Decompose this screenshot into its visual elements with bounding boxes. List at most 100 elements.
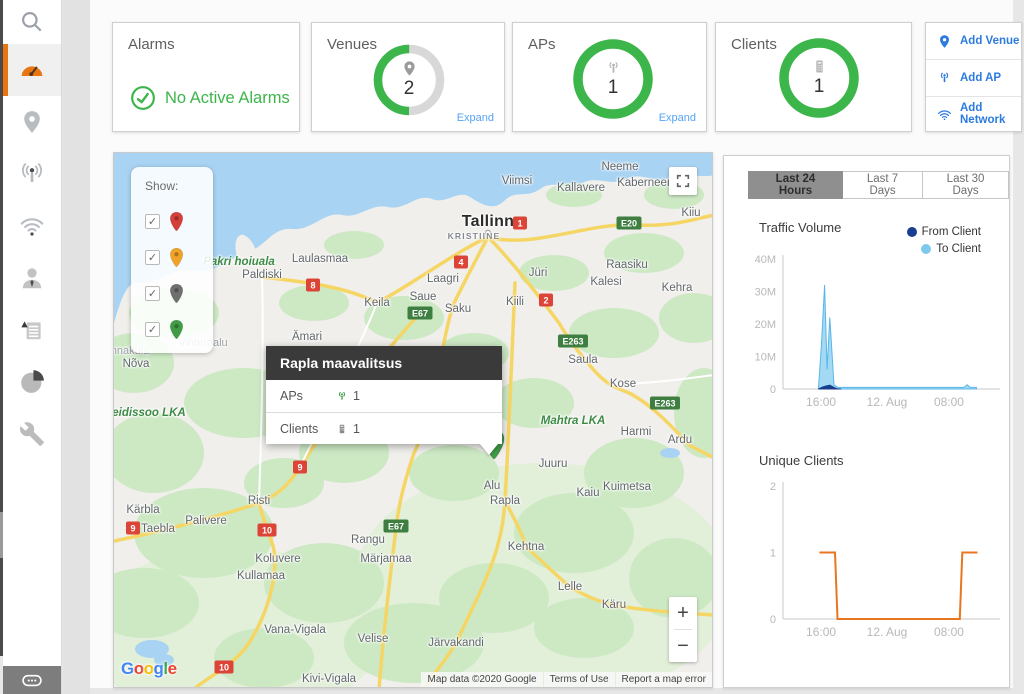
aps-expand-link[interactable]: Expand	[658, 112, 696, 124]
map-show-legend: Show: ✓ ✓ ✓ ✓	[131, 167, 213, 353]
pin-icon	[169, 211, 184, 231]
wifi-icon	[20, 218, 44, 236]
location-pin-icon	[24, 111, 40, 133]
map-zoom-out-button[interactable]: −	[677, 634, 689, 657]
venue-tooltip-clients-row: Clients 1	[266, 412, 502, 444]
pin-filter-checkbox[interactable]: ✓	[145, 213, 160, 229]
alarm-critical-pin	[169, 211, 184, 232]
client-person-icon	[22, 268, 42, 289]
sidebar-item-access-points[interactable]	[3, 148, 61, 200]
from-client-label: From Client	[921, 225, 981, 238]
pin-icon	[169, 283, 184, 303]
svg-text:08:00: 08:00	[934, 625, 964, 639]
clients-card: Clients 1	[715, 22, 912, 132]
to-client-dot	[921, 243, 932, 254]
add-ap-label: Add AP	[960, 71, 1002, 84]
unique-clients-title: Unique Clients	[759, 453, 844, 468]
ap-antenna-icon	[608, 62, 618, 73]
fullscreen-icon	[676, 174, 690, 188]
venue-tooltip-pointer	[480, 444, 498, 455]
sidebar-item-administration[interactable]	[3, 408, 61, 460]
svg-text:40M: 40M	[755, 254, 776, 266]
pin-filter-checkbox[interactable]: ✓	[145, 285, 160, 301]
sidebar-item-networks[interactable]	[3, 200, 61, 252]
tab-last-30-days[interactable]: Last 30 Days	[923, 171, 1009, 199]
add-venue-button[interactable]: Add Venue	[926, 23, 1021, 59]
pin-icon	[169, 319, 184, 339]
sidebar-item-search[interactable]	[3, 0, 61, 44]
alarms-card-title: Alarms	[128, 36, 175, 53]
map-lakes	[135, 448, 680, 666]
legend-to-client: To Client	[907, 240, 981, 257]
sidebar-gutter	[63, 0, 90, 694]
clients-count: 1	[813, 76, 825, 97]
show-legend-row: ✓	[145, 203, 213, 239]
venues-expand-link[interactable]: Expand	[456, 112, 494, 124]
aps-card: APs 1 Expand	[512, 22, 707, 132]
sidebar-item-events[interactable]	[3, 304, 61, 356]
aps-count: 1	[607, 77, 619, 98]
tab-last-24-hours[interactable]: Last 24 Hours	[748, 171, 843, 199]
report-map-error-link[interactable]: Report a map error	[615, 672, 712, 687]
to-client-label: To Client	[936, 242, 981, 255]
pin-filter-checkbox[interactable]: ✓	[145, 249, 160, 265]
map-data-attribution: Map data ©2020 Google	[421, 672, 543, 687]
svg-text:1: 1	[770, 548, 776, 560]
pin-filter-checkbox[interactable]: ✓	[145, 321, 160, 337]
time-range-tabs: Last 24 Hours Last 7 Days Last 30 Days	[748, 171, 1009, 199]
sidebar-collapse-button[interactable]	[3, 666, 61, 694]
no-data-pin	[169, 283, 184, 304]
sidebar-item-dashboard[interactable]	[3, 44, 61, 96]
sidebar-item-clients[interactable]	[3, 252, 61, 304]
aps-ring-circle	[573, 39, 653, 119]
venue-tooltip: Rapla maavalitsus APs 1 Clients	[266, 346, 502, 455]
map-fullscreen-button[interactable]	[669, 167, 697, 195]
show-legend-row: ✓	[145, 239, 213, 275]
alarms-card: Alarms No Active Alarms	[112, 22, 300, 132]
location-pin-icon	[940, 34, 949, 48]
svg-text:20M: 20M	[755, 319, 776, 331]
venue-tooltip-aps-row: APs 1	[280, 389, 360, 403]
svg-text:16:00: 16:00	[806, 395, 836, 409]
page-scrollbar[interactable]	[0, 0, 3, 656]
map-zoom-control: + −	[669, 597, 697, 662]
clients-ring-circle	[779, 38, 859, 118]
zoom-divider	[674, 629, 692, 630]
svg-text:12. Aug: 12. Aug	[867, 625, 908, 639]
events-list-icon	[21, 321, 41, 340]
alarm-warning-pin	[169, 247, 184, 268]
sidebar-item-venues[interactable]	[3, 96, 61, 148]
check-circle-icon	[131, 86, 155, 110]
svg-text:2: 2	[770, 481, 776, 493]
svg-text:0: 0	[770, 614, 776, 626]
client-device-icon	[339, 424, 345, 433]
venue-tooltip-title: Rapla maavalitsus	[266, 346, 502, 380]
location-pin-icon	[403, 61, 415, 76]
alarms-status-text: No Active Alarms	[165, 88, 290, 107]
aps-card-title: APs	[528, 36, 556, 53]
map-water	[114, 153, 712, 323]
traffic-volume-chart: 40M 30M 20M 10M 0 16:00 12. Aug 08:00	[755, 254, 1000, 409]
sidebar	[3, 0, 62, 694]
map[interactable]: Tallinn KRISTIINE Viimsi Kallavere Neeme Kabe…	[113, 152, 713, 688]
clients-ring: 1	[777, 36, 861, 120]
svg-text:16:00: 16:00	[806, 625, 836, 639]
show-legend-row: ✓	[145, 275, 213, 311]
add-network-button[interactable]: Add Network	[926, 95, 1021, 132]
venues-donut-ring	[373, 44, 445, 116]
svg-text:0: 0	[770, 384, 776, 396]
terms-of-use-link[interactable]: Terms of Use	[543, 672, 615, 687]
wrench-icon	[20, 422, 44, 446]
venues-card-title: Venues	[327, 36, 378, 53]
map-show-legend-items: ✓ ✓ ✓ ✓	[145, 203, 213, 347]
sidebar-item-reports[interactable]	[3, 356, 61, 408]
tab-last-7-days[interactable]: Last 7 Days	[843, 171, 924, 199]
google-logo[interactable]: Google	[121, 659, 177, 678]
pin-icon	[169, 247, 184, 267]
add-ap-button[interactable]: Add AP	[926, 59, 1021, 95]
ap-antenna-icon	[338, 392, 346, 400]
map-zoom-in-button[interactable]: +	[677, 601, 689, 624]
venue-tooltip-aps-value: 1	[353, 389, 360, 403]
page-scrollbar-thumb[interactable]	[0, 512, 3, 558]
add-venue-label: Add Venue	[960, 35, 1020, 48]
